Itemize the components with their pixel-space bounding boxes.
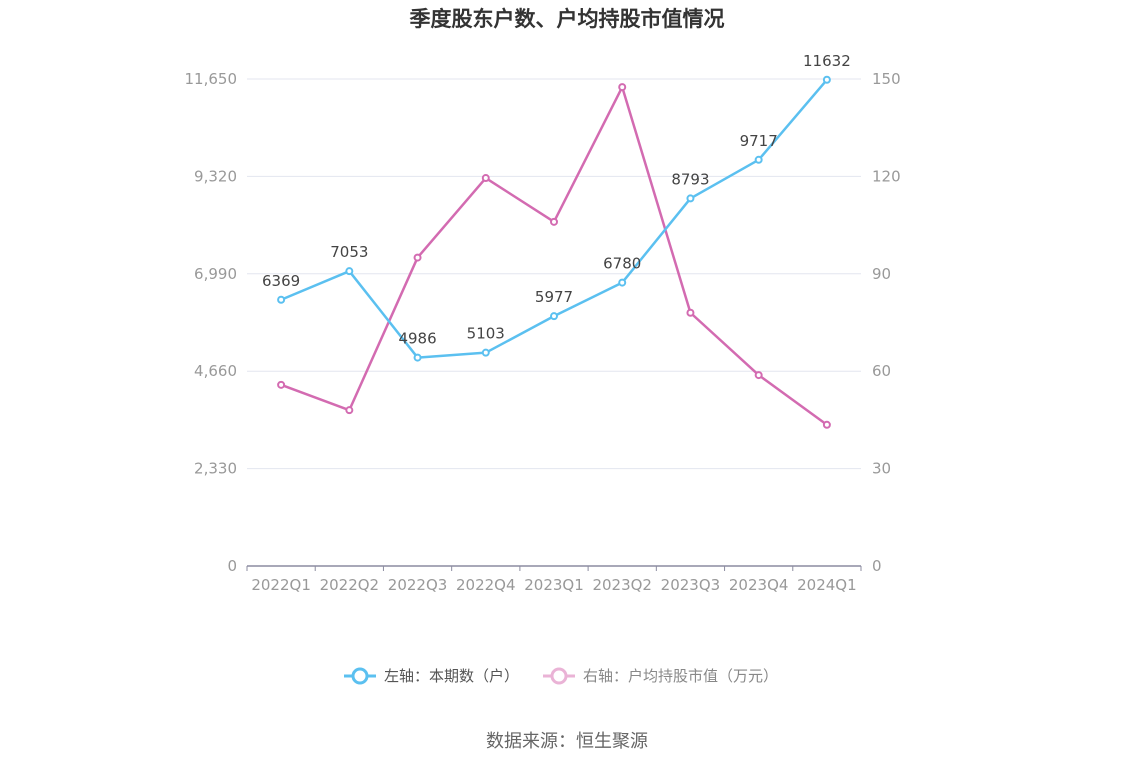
left-series-point	[413, 353, 422, 362]
right-tick-label: 120	[872, 167, 901, 185]
right-series-point	[754, 371, 763, 380]
legend-label-right-series: 右轴：户均持股市值（万元）	[583, 667, 778, 685]
left-series-point	[618, 278, 627, 287]
left-series-point	[550, 312, 558, 321]
right-tick-label: 60	[872, 362, 891, 380]
x-tick-label: 2022Q3	[388, 576, 448, 594]
data-label: 8793	[671, 170, 709, 188]
right-series-point	[550, 217, 558, 226]
x-tick-label: 2023Q3	[661, 576, 721, 594]
data-label: 6780	[603, 255, 641, 273]
left-series-point	[345, 267, 354, 276]
data-label: 4986	[398, 330, 436, 348]
left-axis: 0 2,330 4,660 6,990 9,320 11,650	[185, 70, 238, 575]
x-tick-label: 2023Q4	[729, 576, 789, 594]
data-label: 11632	[803, 52, 851, 70]
data-label: 5103	[467, 325, 505, 343]
data-labels: 6369 7053 4986 5103 5977 6780 8793 9717 11632	[262, 52, 851, 348]
legend-swatch-marker	[351, 667, 369, 685]
legend-swatch-marker	[550, 667, 568, 685]
legend-item-right-series[interactable]: 右轴：户均持股市值（万元）	[543, 667, 778, 685]
left-series-point	[754, 155, 763, 164]
right-axis: 0 30 60 90 120 150	[872, 70, 901, 575]
x-tick-label: 2024Q1	[797, 576, 857, 594]
chart-title: 季度股东户数、户均持股市值情况	[410, 7, 725, 31]
left-tick-label: 11,650	[185, 70, 238, 88]
right-tick-label: 30	[872, 460, 891, 478]
right-series-point	[413, 253, 422, 262]
x-axis: 2022Q1 2022Q2 2022Q3 2022Q4 2023Q1 2023Q2 2023…	[246, 565, 862, 594]
right-tick-label: 150	[872, 70, 901, 88]
left-tick-label: 2,330	[194, 460, 237, 478]
data-label: 6369	[262, 272, 300, 290]
x-tick-label: 2023Q1	[524, 576, 584, 594]
x-tick-label: 2023Q2	[592, 576, 652, 594]
x-tick-label: 2022Q4	[456, 576, 516, 594]
left-tick-label: 9,320	[194, 167, 237, 185]
right-series-point	[345, 406, 354, 415]
left-tick-label: 0	[227, 557, 237, 575]
right-series-point	[618, 83, 627, 92]
legend-item-left-series[interactable]: 左轴：本期数（户）	[344, 667, 519, 685]
right-series-point	[481, 174, 490, 183]
data-label: 9717	[740, 132, 778, 150]
legend-label-left-series: 左轴：本期数（户）	[384, 667, 519, 685]
x-tick-label: 2022Q2	[320, 576, 380, 594]
data-label: 5977	[535, 288, 573, 306]
source-note: 数据来源：恒生聚源	[486, 731, 648, 752]
x-tick-label: 2022Q1	[251, 576, 311, 594]
legend[interactable]: 左轴：本期数（户） 右轴：户均持股市值（万元）	[344, 667, 778, 685]
left-series-point	[481, 348, 490, 357]
data-label: 7053	[330, 243, 368, 261]
right-series-point	[822, 420, 831, 429]
left-series-point	[686, 194, 695, 203]
left-series-point	[277, 295, 286, 304]
right-series-point	[686, 308, 695, 317]
right-series-point	[277, 380, 286, 389]
left-tick-label: 4,660	[194, 362, 237, 380]
left-series-point	[822, 75, 831, 84]
right-tick-label: 0	[872, 557, 882, 575]
series-points	[277, 75, 831, 429]
right-tick-label: 90	[872, 265, 891, 283]
left-tick-label: 6,990	[194, 265, 237, 283]
